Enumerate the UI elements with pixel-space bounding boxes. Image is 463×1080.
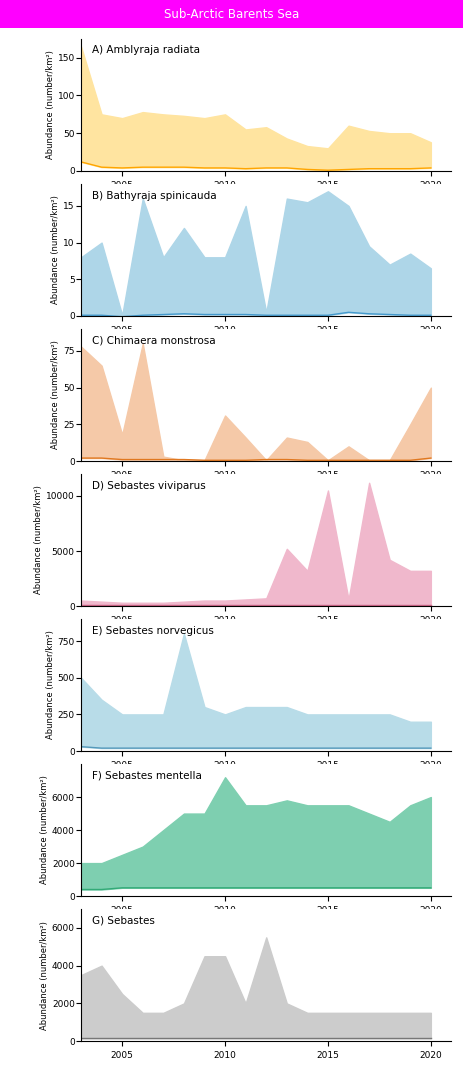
Y-axis label: Abundance (number/km²): Abundance (number/km²): [46, 51, 55, 160]
Text: G) Sebastes: G) Sebastes: [92, 916, 155, 926]
Text: D) Sebastes viviparus: D) Sebastes viviparus: [92, 481, 206, 490]
Text: Sub-Arctic Barents Sea: Sub-Arctic Barents Sea: [164, 8, 299, 21]
Text: A) Amblyraja radiata: A) Amblyraja radiata: [92, 45, 200, 55]
Y-axis label: Abundance (number/km²): Abundance (number/km²): [51, 195, 61, 305]
Y-axis label: Abundance (number/km²): Abundance (number/km²): [40, 920, 49, 1029]
Y-axis label: Abundance (number/km²): Abundance (number/km²): [34, 486, 43, 594]
Y-axis label: Abundance (number/km²): Abundance (number/km²): [40, 775, 49, 885]
Text: C) Chimaera monstrosa: C) Chimaera monstrosa: [92, 336, 216, 346]
Text: B) Bathyraja spinicauda: B) Bathyraja spinicauda: [92, 190, 217, 201]
Y-axis label: Abundance (number/km²): Abundance (number/km²): [46, 631, 55, 740]
Y-axis label: Abundance (number/km²): Abundance (number/km²): [51, 340, 61, 449]
Text: F) Sebastes mentella: F) Sebastes mentella: [92, 771, 202, 781]
Text: E) Sebastes norvegicus: E) Sebastes norvegicus: [92, 625, 214, 636]
